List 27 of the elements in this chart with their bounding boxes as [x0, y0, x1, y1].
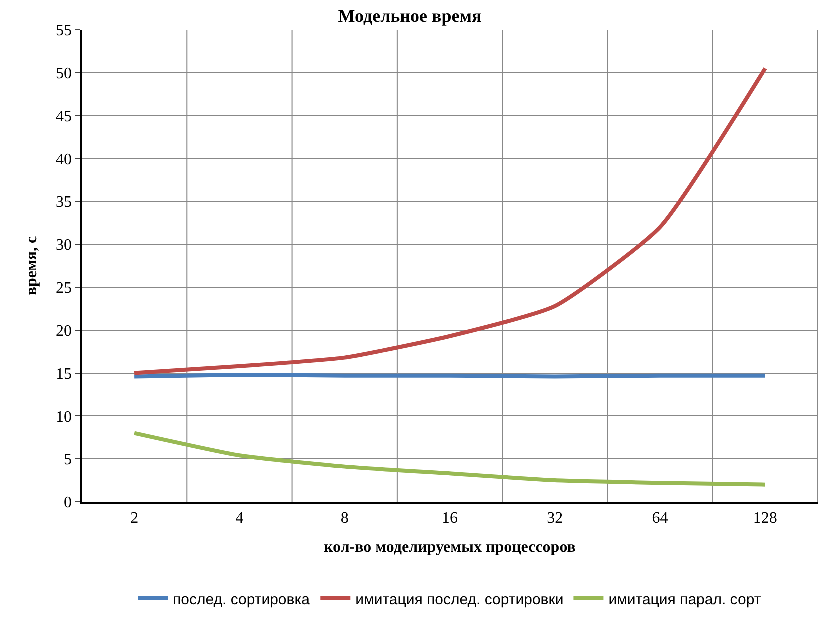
y-tick-label: 45: [56, 108, 72, 126]
y-tick-label: 40: [56, 151, 72, 168]
y-tick-label: 0: [64, 494, 72, 512]
y-tick-label: 10: [56, 408, 72, 426]
y-tick-label: 35: [56, 194, 72, 212]
x-tick-label: 64: [652, 510, 668, 527]
chart-title: Модельное время: [338, 6, 482, 26]
y-tick-label: 5: [64, 452, 72, 469]
x-tick-label: 16: [442, 510, 458, 527]
y-tick-label: 55: [56, 22, 72, 40]
legend-label: послед. сортировка: [173, 591, 311, 608]
x-tick-label: 32: [547, 510, 564, 527]
x-tick-label: 128: [753, 510, 778, 527]
x-tick-label: 4: [236, 510, 244, 527]
y-axis-title: время, с: [23, 236, 40, 296]
y-tick-label: 20: [56, 322, 72, 340]
legend-label: имитация парал. сорт: [608, 591, 762, 608]
y-tick-label: 15: [56, 366, 72, 383]
y-tick-label: 50: [56, 66, 72, 83]
x-tick-label: 2: [130, 510, 139, 527]
x-tick-label: 8: [340, 510, 349, 527]
line-series: [132, 431, 768, 487]
x-axis-title: кол-во моделируемых процессоров: [324, 539, 576, 556]
legend-label: имитация послед. сортировки: [356, 591, 564, 608]
line-series: [132, 66, 768, 376]
y-tick-label: 25: [56, 280, 72, 298]
y-tick-label: 30: [56, 237, 72, 254]
